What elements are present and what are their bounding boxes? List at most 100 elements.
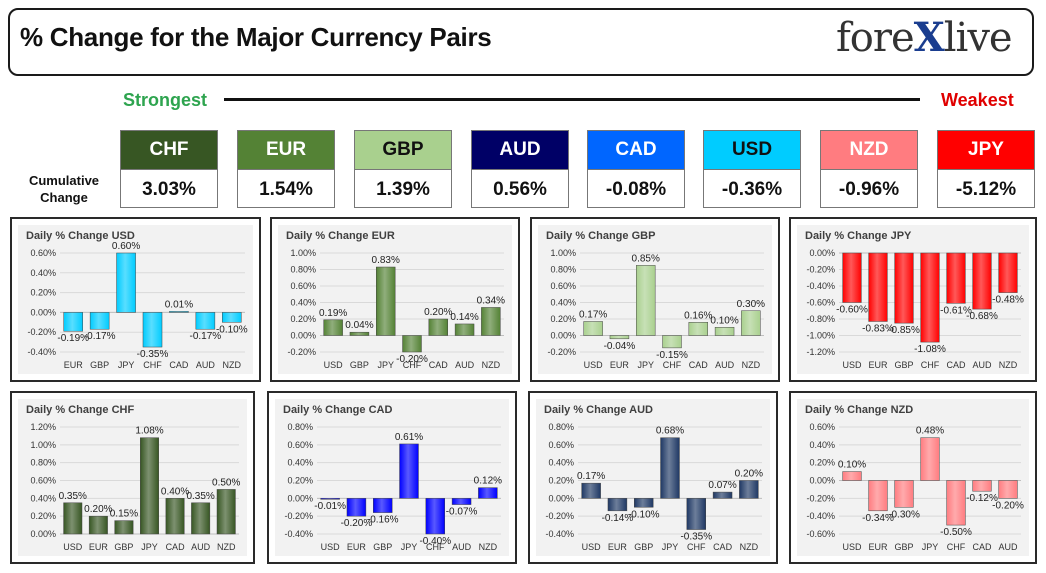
- chart-jpy: Daily % Change JPY 0.00% -0.20% -0.40% -0.60…: [797, 225, 1029, 374]
- x-tick-label: CAD: [713, 542, 733, 552]
- bar-chf: [686, 498, 706, 530]
- bar-eur: [346, 498, 367, 517]
- chart-panel-aud: Daily % Change AUD 0.80% 0.60% 0.40% 0.20% 0.…: [528, 391, 778, 564]
- cumulative-value: 0.56%: [493, 179, 547, 200]
- data-label: 0.85%: [632, 253, 660, 264]
- x-tick-label: AUD: [455, 360, 475, 370]
- x-tick-label: CAD: [166, 542, 186, 552]
- data-label: 0.14%: [450, 312, 478, 323]
- x-tick-label: JPY: [401, 542, 418, 552]
- x-tick-label: EUR: [610, 360, 630, 370]
- y-tick-label: -0.20%: [27, 327, 56, 337]
- y-tick-label: -0.40%: [806, 511, 835, 521]
- cumulative-value: -0.08%: [605, 179, 667, 200]
- y-tick-label: 0.80%: [548, 422, 574, 432]
- chart-aud: Daily % Change AUD0.80%0.60%0.40%0.20%0.…: [536, 399, 770, 556]
- bar-usd: [583, 321, 603, 336]
- data-label: -0.10%: [216, 324, 248, 335]
- y-tick-label: 0.40%: [30, 268, 56, 278]
- bar-chf: [142, 312, 163, 348]
- chart-title: Daily % Change CHF: [26, 404, 134, 416]
- bar-eur: [609, 335, 630, 340]
- bar-cad: [428, 318, 448, 336]
- x-tick-label: AUD: [452, 542, 472, 552]
- x-tick-label: CHF: [947, 542, 966, 552]
- bar-cad: [946, 252, 966, 304]
- strongest-label: Strongest: [123, 90, 208, 110]
- y-tick-label: 0.60%: [290, 281, 316, 291]
- currency-code: CHF: [121, 131, 217, 170]
- bar-chf: [425, 498, 445, 535]
- currency-card-jpy: JPY -5.12%: [937, 130, 1035, 208]
- data-label: -0.61%: [940, 305, 972, 316]
- y-tick-label: 0.20%: [30, 511, 56, 521]
- currency-card-nzd: NZD -0.96%: [820, 130, 918, 208]
- data-label: 0.50%: [212, 477, 240, 488]
- bar-gbp: [373, 498, 393, 513]
- y-tick-label: 0.80%: [550, 265, 576, 275]
- bar-cad: [165, 498, 185, 535]
- y-tick-label: -0.40%: [545, 529, 574, 539]
- bar-cad: [972, 480, 992, 492]
- y-tick-label: 1.00%: [30, 440, 56, 450]
- cumulative-change-label: Cumulative Change: [26, 172, 102, 206]
- chart-title: Daily % Change EUR: [286, 230, 395, 242]
- x-tick-label: CAD: [946, 360, 966, 370]
- bar-jpy: [660, 437, 680, 499]
- x-tick-label: EUR: [89, 542, 109, 552]
- bar-usd: [63, 502, 83, 535]
- data-label: -0.20%: [341, 518, 373, 529]
- y-tick-label: -0.20%: [806, 265, 835, 275]
- currency-card-eur: EUR 1.54%: [237, 130, 335, 208]
- currency-code: AUD: [472, 131, 568, 170]
- chart-title: Daily % Change USD: [26, 230, 135, 242]
- bar-chf: [920, 252, 940, 343]
- currency-card-aud: AUD 0.56%: [471, 130, 569, 208]
- bar-gbp: [894, 252, 914, 324]
- data-label: 0.20%: [84, 504, 112, 515]
- weakest-label: Weakest: [941, 90, 1014, 110]
- bar-usd: [320, 498, 340, 500]
- cumulative-value: -0.36%: [721, 179, 783, 200]
- y-tick-label: 0.20%: [550, 314, 576, 324]
- bar-jpy: [636, 265, 656, 336]
- bar-gbp: [634, 498, 654, 508]
- bar-usd: [842, 471, 862, 481]
- bar-usd: [581, 482, 601, 499]
- y-tick-label: 0.80%: [30, 458, 56, 468]
- x-tick-label: NZD: [479, 542, 498, 552]
- chart-usd: Daily % Change USD0.60%0.40%0.20%0.00%-0…: [18, 225, 253, 374]
- y-tick-label: -0.40%: [27, 347, 56, 357]
- plot-background: [275, 399, 509, 556]
- chart-panel-gbp: Daily % Change GBP 1.00% 0.80% 0.60% 0.40% 0.…: [530, 217, 780, 382]
- x-tick-label: CHF: [663, 360, 682, 370]
- bar-eur: [868, 480, 888, 512]
- bar-eur: [63, 312, 83, 332]
- data-label: 0.04%: [345, 320, 373, 331]
- currency-code: CAD: [588, 131, 684, 170]
- logo-right-text: live: [943, 15, 1013, 61]
- x-tick-label: USD: [842, 542, 862, 552]
- x-tick-label: GBP: [634, 542, 653, 552]
- chart-eur: Daily % Change EUR1.00%0.80%0.60%0.40%0.…: [278, 225, 512, 374]
- y-tick-label: 0.00%: [550, 331, 576, 341]
- x-tick-label: EUR: [868, 542, 888, 552]
- cumulative-value: -0.96%: [838, 179, 900, 200]
- y-tick-label: -0.80%: [806, 314, 835, 324]
- y-tick-label: 0.60%: [287, 440, 313, 450]
- data-label: 0.48%: [916, 426, 944, 437]
- chart-panel-eur: Daily % Change EUR 1.00% 0.80% 0.60% 0.40% 0.…: [270, 217, 520, 382]
- data-label: -0.10%: [628, 509, 660, 520]
- x-tick-label: GBP: [894, 360, 913, 370]
- bar-jpy: [116, 252, 136, 313]
- y-tick-label: 0.00%: [809, 248, 835, 258]
- y-tick-label: -1.20%: [806, 347, 835, 357]
- data-label: -0.68%: [966, 311, 998, 322]
- bar-nzd: [216, 489, 236, 535]
- y-tick-label: -1.00%: [806, 331, 835, 341]
- bar-jpy: [376, 266, 396, 336]
- bar-gbp: [349, 331, 370, 336]
- bar-eur: [88, 515, 108, 535]
- x-tick-label: CHF: [143, 360, 162, 370]
- currency-card-chf: CHF 3.03%: [120, 130, 218, 208]
